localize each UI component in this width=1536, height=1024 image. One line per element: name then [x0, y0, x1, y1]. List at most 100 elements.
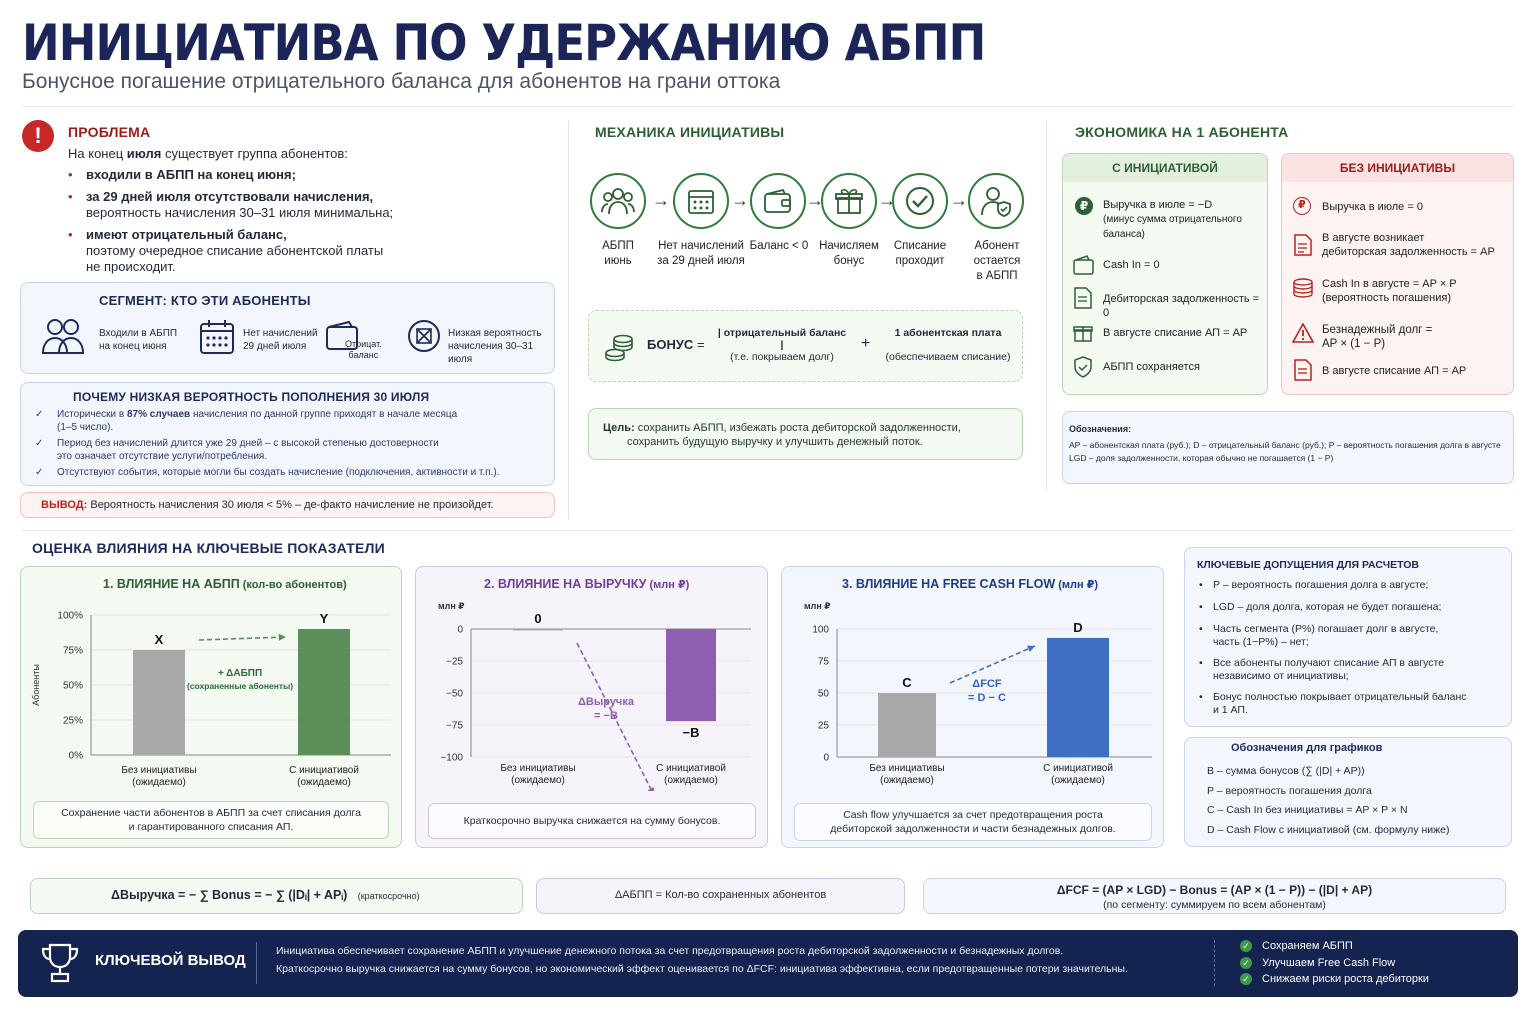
problem-item-bold: за 29 дней июля отсутствовали начисления… [86, 189, 374, 204]
chart-card-revenue: 2. ВЛИЯНИЕ НА ВЫРУЧКУ (млн ₽) млн ₽ −100 −… [415, 566, 768, 848]
mech-step-check [892, 173, 948, 229]
y-tick-label: −75 [446, 721, 463, 732]
formula-fcf: ΔFCF = (AP × LGD) − Bonus = (AP × (1 − P… [923, 878, 1506, 914]
x-tick-label: (ожидаемо) [297, 777, 351, 788]
bonus-formula-box: БОНУС = | отрицательный баланс | (т.е. п… [588, 310, 1023, 382]
without-text: Безнадежный долг = [1322, 324, 1433, 336]
segment-title: СЕГМЕНТ: КТО ЭТИ АБОНЕНТЫ [99, 293, 311, 308]
segment-text: баланс [348, 350, 379, 360]
bar-data-label: Y [320, 611, 329, 626]
key-conclusion-title: КЛЮЧЕВОЙ ВЫВОД [95, 952, 246, 969]
shield-check-icon [1074, 356, 1092, 378]
chart-legend-title: Обозначения для графиков [1231, 742, 1383, 754]
trend-arrow-head [1027, 645, 1035, 653]
fraction-2-denominator: (обеспечиваем списание) [885, 351, 1011, 363]
annotation-line: = D − C [968, 692, 1006, 704]
y-tick-label: 100% [57, 611, 83, 622]
chart-title-unit: (млн ₽) [646, 579, 690, 591]
y-tick-label: 25% [63, 716, 83, 727]
document-icon [1294, 359, 1312, 381]
trend-arrow-head [278, 633, 286, 641]
bar-data-label: X [155, 632, 164, 647]
note-line: дебиторской задолженности и части безнад… [830, 823, 1116, 835]
y-tick-label: −100 [440, 753, 463, 764]
document-icon [1294, 234, 1312, 256]
users-icon [41, 319, 85, 354]
intro-month: июля [126, 146, 162, 161]
equals-sign: = [697, 337, 705, 352]
without-text: Cash In в августе = AP × P [1322, 278, 1457, 290]
trophy-icon [41, 943, 79, 983]
with-line-1: Выручка в июле = −D (минус сумма отрицате… [1103, 198, 1242, 242]
problem-item-text: не происходит. [86, 259, 176, 274]
bullet-dot: • [1199, 657, 1203, 669]
key-check-text: Сохраняем АБПП [1262, 940, 1353, 952]
chart-legend-line: P – вероятность погашения долга [1207, 784, 1372, 797]
chart-legend-line: B – сумма бонусов (∑ (|D| + AP)) [1207, 765, 1365, 777]
mech-text: Абонент [974, 240, 1020, 252]
mech-text: Начисляем [819, 240, 879, 252]
without-text: (вероятность погашения) [1322, 292, 1451, 304]
why-text: это означает отсутствие услуги/потреблен… [57, 451, 268, 462]
chart-legend-line: D – Cash Flow с инициативой (см. формулу… [1207, 823, 1450, 836]
bonus-label: БОНУС [647, 337, 694, 352]
divider [568, 120, 569, 520]
why-text: Исторически в [57, 409, 127, 420]
arrow-right-icon: → [950, 190, 968, 210]
x-tick-label: Без инициативы [500, 763, 575, 774]
x-tick-label: (ожидаемо) [132, 777, 186, 788]
with-initiative-title: С ИНИЦИАТИВОЙ [1063, 154, 1267, 182]
legend-title: Обозначения: [1069, 424, 1132, 434]
why-text-bold: 87% случаев [126, 409, 191, 420]
assumption-text: часть (1−P%) – нет; [1213, 636, 1309, 648]
with-initiative-card: С ИНИЦИАТИВОЙ ₽ Выручка в июле = −D (мину… [1062, 153, 1268, 395]
mech-step-calendar [673, 173, 729, 229]
why-title: ПОЧЕМУ НИЗКАЯ ВЕРОЯТНОСТЬ ПОПОЛНЕНИЯ 30 … [73, 390, 430, 404]
divider [22, 530, 1514, 531]
formula-note: (краткосрочно) [357, 891, 420, 901]
economics-title: ЭКОНОМИКА НА 1 АБОНЕНТА [1075, 124, 1289, 140]
document-icon [1074, 287, 1092, 309]
arrow-right-icon: → [731, 190, 749, 210]
x-tick-label: (ожидаемо) [511, 775, 565, 786]
bullet-dot: • [1199, 691, 1203, 703]
mech-text: бонус [833, 255, 865, 267]
segment-item-2: Нет начислений 29 дней июля [243, 327, 318, 353]
footer-line: Инициатива обеспечивает сохранение АБПП … [276, 945, 1064, 957]
formula-abpp: ΔАБПП = Кол-во сохраненных абонентов [536, 878, 905, 914]
segment-text: Низкая вероятность [448, 328, 542, 339]
arrow-right-icon: → [878, 190, 896, 210]
chart-legend-list: B – сумма бонусов (∑ (|D| + AP)) P – веро… [1207, 762, 1450, 840]
y-tick-label: 0 [457, 625, 463, 636]
problem-intro: На конец июля существует группа абоненто… [68, 146, 348, 161]
mech-step-wallet [750, 173, 806, 229]
alert-icon: ! [22, 120, 54, 152]
divider [22, 106, 1514, 107]
assumption-item: • Бонус полностью покрывает отрицательный… [1199, 691, 1504, 717]
key-check-item: ✓ Улучшаем Free Cash Flow [1240, 955, 1429, 972]
problem-item: • за 29 дней июля отсутствовали начислени… [68, 189, 448, 221]
cancel-circle-icon [408, 320, 440, 352]
arrow-right-icon: → [806, 190, 824, 210]
bar-data-label: C [902, 675, 912, 690]
divider [1046, 120, 1047, 490]
bar [878, 693, 936, 757]
goal-line: сохранить будущую выручку и улучшить ден… [627, 436, 923, 448]
chart-2-annotation: ΔВыручка = −B [578, 695, 634, 723]
y-tick-label: 0% [69, 751, 84, 762]
assumptions-title: КЛЮЧЕВЫЕ ДОПУЩЕНИЯ ДЛЯ РАСЧЕТОВ [1197, 559, 1419, 571]
problem-item-text: вероятность начисления 30–31 июля минима… [86, 205, 394, 220]
wallet-icon [764, 188, 791, 213]
fraction-2-numerator: 1 абонентская плата [894, 327, 1002, 339]
bar [1047, 637, 1109, 757]
why-item: ✓ Период без начислений длится уже 29 дне… [35, 437, 545, 463]
mech-text: проходит [895, 255, 945, 267]
annotation-line: ΔFCF [972, 678, 1002, 690]
y-tick-label: 100 [812, 625, 829, 636]
trend-arrow-head [647, 787, 654, 791]
plus-sign: + [861, 335, 871, 352]
mech-text: АБПП [602, 240, 634, 252]
key-check-item: ✓ Снижаем риски роста дебиторки [1240, 971, 1429, 988]
with-line-3: Дебиторская задолженность = 0 [1103, 293, 1260, 319]
